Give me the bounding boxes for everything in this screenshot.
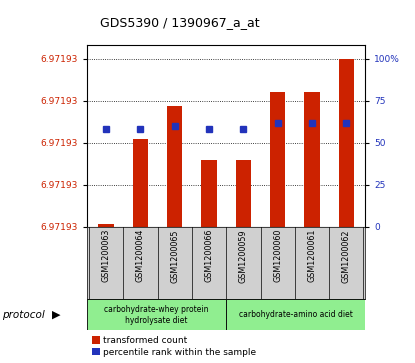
Bar [167,106,183,227]
Bar [270,93,286,227]
Text: carbohydrate-amino acid diet: carbohydrate-amino acid diet [239,310,353,319]
Text: ▶: ▶ [52,310,60,320]
Text: GSM1200060: GSM1200060 [273,229,282,282]
Text: GSM1200064: GSM1200064 [136,229,145,282]
Legend: transformed count, percentile rank within the sample: transformed count, percentile rank withi… [92,336,256,357]
Bar [304,93,320,227]
Text: protocol: protocol [2,310,45,320]
Text: GSM1200061: GSM1200061 [308,229,317,282]
Text: GDS5390 / 1390967_a_at: GDS5390 / 1390967_a_at [100,16,259,29]
Bar [236,160,251,227]
Text: GSM1200063: GSM1200063 [102,229,110,282]
Bar [226,299,365,330]
Bar [339,59,354,227]
Bar [98,224,114,227]
Bar [133,139,148,227]
Text: GSM1200062: GSM1200062 [342,229,351,282]
Text: GSM1200059: GSM1200059 [239,229,248,283]
Text: GSM1200066: GSM1200066 [205,229,213,282]
Bar [87,299,226,330]
Bar [201,160,217,227]
Text: carbohydrate-whey protein
hydrolysate diet: carbohydrate-whey protein hydrolysate di… [105,305,209,325]
Text: GSM1200065: GSM1200065 [170,229,179,282]
